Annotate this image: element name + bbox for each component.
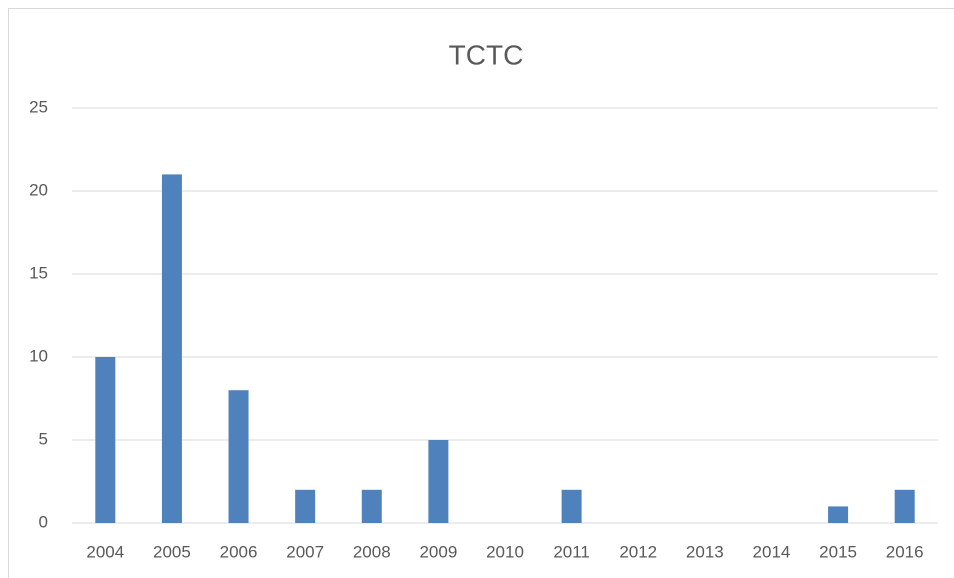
bar — [95, 357, 116, 523]
y-tick-label: 5 — [39, 429, 48, 448]
y-tick-label: 0 — [39, 512, 48, 531]
x-tick-label: 2013 — [686, 542, 724, 561]
x-tick-label: 2015 — [819, 542, 857, 561]
x-tick-label: 2005 — [153, 542, 191, 561]
y-tick-label: 25 — [29, 97, 48, 116]
y-tick-label: 10 — [29, 346, 48, 365]
chart-border — [8, 8, 954, 578]
bar — [828, 506, 849, 523]
x-tick-label: 2006 — [220, 542, 258, 561]
x-tick-label: 2008 — [353, 542, 391, 561]
x-tick-label: 2004 — [86, 542, 124, 561]
x-tick-label: 2016 — [886, 542, 924, 561]
x-tick-label: 2007 — [286, 542, 324, 561]
x-tick-label: 2012 — [619, 542, 657, 561]
y-tick-label: 15 — [29, 263, 48, 282]
bar — [361, 489, 382, 523]
x-tick-label: 2009 — [419, 542, 457, 561]
bar — [161, 174, 182, 523]
y-tick-label: 20 — [29, 180, 48, 199]
bar — [428, 440, 449, 523]
x-tick-label: 2014 — [753, 542, 791, 561]
chart-title: TCTC — [449, 39, 524, 70]
bar — [228, 390, 249, 523]
x-tick-label: 2010 — [486, 542, 524, 561]
bar — [295, 489, 316, 523]
bar — [894, 489, 915, 523]
x-tick-label: 2011 — [553, 542, 590, 561]
bar — [561, 489, 582, 523]
